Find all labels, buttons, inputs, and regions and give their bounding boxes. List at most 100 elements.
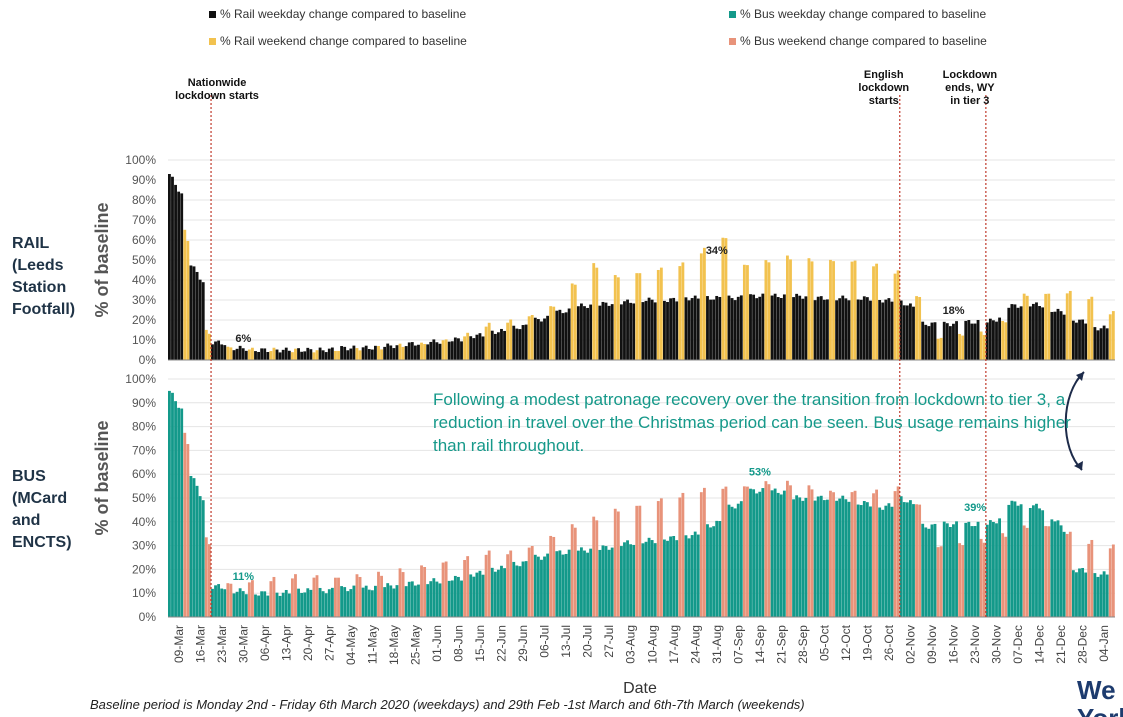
weekday-bar-bus: [884, 505, 888, 617]
data-label: 18%: [943, 305, 965, 317]
weekday-bar-bus: [223, 589, 227, 617]
weekday-bar-rail: [469, 336, 473, 360]
weekend-bar-rail: [958, 333, 962, 360]
y-tick-label: 50%: [132, 253, 156, 267]
weekday-bar-rail: [869, 300, 872, 360]
weekday-bar-bus: [712, 526, 716, 617]
x-tick-label: 12-Oct: [839, 624, 853, 661]
x-tick-label: 25-May: [409, 625, 423, 665]
weekday-bar-rail: [327, 348, 331, 360]
weekend-bar-bus: [702, 487, 706, 617]
weekday-bar-bus: [450, 580, 454, 617]
weekday-bar-rail: [1010, 304, 1014, 360]
weekend-bar-bus: [506, 554, 510, 617]
weekday-bar-bus: [417, 584, 420, 617]
weekday-bar-bus: [838, 498, 842, 617]
weekend-bar-bus: [294, 574, 297, 617]
y-tick-label: 70%: [132, 443, 156, 457]
weekday-bar-bus: [798, 497, 802, 617]
weekend-bar-bus: [872, 493, 875, 617]
weekend-bar-bus: [444, 561, 448, 617]
weekday-bar-bus: [533, 554, 537, 617]
weekend-bar-bus: [484, 554, 488, 617]
weekday-bar-rail: [952, 323, 955, 360]
weekday-bar-rail: [626, 299, 629, 360]
weekend-bar-rail: [699, 253, 703, 360]
weekday-bar-rail: [1031, 303, 1035, 360]
weekend-bar-rail: [484, 326, 488, 360]
weekend-bar-rail: [226, 346, 230, 360]
x-tick-label: 27-Apr: [322, 625, 336, 661]
x-tick-label: 29-Jun: [516, 625, 530, 662]
weekend-bar-bus: [936, 547, 940, 617]
weekday-bar-bus: [1016, 505, 1020, 617]
bus-side-line-1: BUS: [12, 468, 46, 485]
weekday-bar-rail: [669, 298, 672, 360]
weekend-bar-rail: [979, 331, 983, 360]
weekday-bar-rail: [352, 345, 356, 360]
legend-label: % Bus weekend change compared to baselin…: [740, 34, 987, 48]
weekend-bar-rail: [1068, 290, 1072, 360]
weekday-bar-bus: [1099, 574, 1103, 617]
weekend-bar-bus: [423, 567, 427, 617]
weekend-bar-bus: [635, 505, 639, 617]
weekday-bar-bus: [1035, 503, 1038, 617]
weekend-bar-rail: [656, 269, 660, 360]
weekend-bar-bus: [1068, 531, 1072, 617]
weekday-bar-bus: [386, 583, 390, 617]
weekday-bar-rail: [432, 339, 436, 360]
weekday-bar-bus: [948, 527, 952, 617]
weekday-bar-rail: [758, 296, 762, 360]
weekday-bar-bus: [263, 591, 267, 617]
weekday-bar-bus: [318, 587, 322, 617]
weekday-bar-bus: [496, 569, 500, 617]
weekend-bar-rail: [506, 322, 510, 360]
weekend-bar-rail: [294, 348, 297, 360]
weekend-bar-rail: [850, 261, 854, 360]
weekday-bar-bus: [361, 587, 365, 617]
weekend-bar-bus: [530, 545, 534, 617]
weekday-bar-rail: [844, 298, 848, 360]
weekday-bar-rail: [865, 297, 869, 360]
weekday-bar-rail: [478, 333, 482, 360]
weekday-bar-bus: [260, 591, 264, 617]
weekday-bar-bus: [478, 570, 482, 617]
weekend-bar-bus: [1090, 539, 1094, 617]
weekend-bar-bus: [204, 537, 208, 617]
weekday-bar-rail: [1007, 307, 1011, 360]
weekday-bar-bus: [730, 506, 734, 617]
weekend-bar-rail: [613, 275, 617, 360]
weekday-bar-rail: [220, 344, 224, 360]
weekend-bar-rail: [272, 347, 276, 360]
weekday-bar-bus: [543, 556, 546, 617]
weekday-bar-bus: [426, 584, 430, 617]
weekday-bar-bus: [1071, 570, 1075, 617]
axes: 0% 10% 20% 30% 40% 50% 60% 70% 80% 90% 100% 0% 10% 20…: [125, 153, 1115, 665]
weekday-bar-rail: [180, 193, 184, 360]
weekday-bar-rail: [503, 330, 506, 360]
weekday-bar-rail: [349, 348, 353, 360]
weekday-bar-bus: [650, 540, 654, 617]
weekday-bar-bus: [235, 591, 239, 617]
weekday-bar-bus: [669, 536, 672, 617]
weekday-bar-bus: [930, 524, 934, 617]
weekday-bar-bus: [404, 586, 408, 617]
callout-arrow: [1064, 371, 1085, 471]
weekday-bar-rail: [389, 345, 393, 360]
weekday-bar-rail: [429, 341, 433, 360]
weekend-bar-rail: [1090, 296, 1094, 360]
weekday-bar-bus: [518, 566, 522, 617]
weekday-bar-bus: [410, 581, 414, 617]
weekday-bar-bus: [865, 502, 869, 617]
weekday-bar-bus: [964, 522, 968, 617]
weekday-bar-rail: [297, 348, 300, 360]
weekday-bar-bus: [819, 495, 823, 617]
weekday-bar-rail: [241, 348, 245, 360]
weekday-bar-bus: [503, 568, 506, 617]
weekend-bar-rail: [807, 258, 811, 360]
weekday-bar-bus: [727, 504, 731, 617]
weekday-bar-rail: [450, 341, 454, 360]
weekday-bar-rail: [955, 321, 958, 360]
weekday-bar-bus: [1010, 500, 1014, 617]
weekday-bar-bus: [438, 583, 442, 617]
